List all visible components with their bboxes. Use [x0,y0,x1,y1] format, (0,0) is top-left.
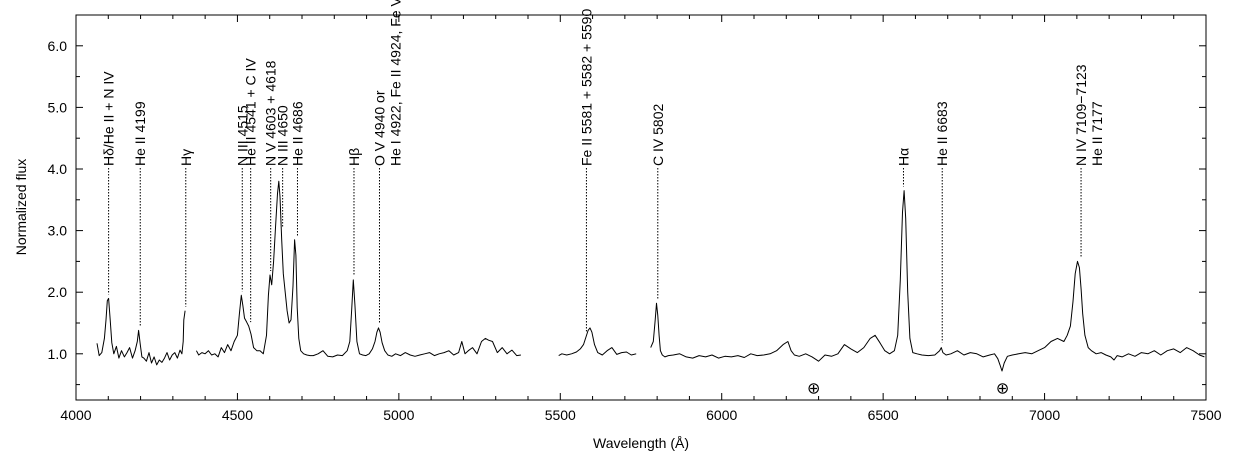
line-id-label: He I 4922, Fe II 4924, Fe VII 4940 [387,0,403,166]
x-tick-label: 6500 [868,407,899,423]
y-axis-title: Normalized flux [13,159,29,255]
line-id-label: Hβ [346,148,362,166]
spectrum-segment [650,190,1205,372]
axis-ticks [75,14,1207,400]
y-tick-label: 5.0 [48,99,68,115]
y-tick-label: 3.0 [48,223,68,239]
y-tick-label: 4.0 [48,161,68,177]
telluric-markers: ⊕ ⊕ [807,381,1009,398]
line-id-label: He II 4541 + C IV [243,58,259,166]
telluric-marker: ⊕ [996,381,1009,398]
x-tick-label: 6000 [706,407,737,423]
x-tick-label: 5000 [383,407,414,423]
plot-frame [75,14,1207,401]
spectrum-segment [558,327,637,357]
y-tick-label: 2.0 [48,284,68,300]
spectrum-segment [195,180,521,358]
spectrum-lines [96,180,1205,372]
line-id-label: N V 4603 + 4618 [263,60,279,166]
line-id-label: N IV 7109−7123 [1073,64,1089,166]
line-id-label: He II 4686 [289,101,305,166]
x-tick-label: 4500 [222,407,253,423]
line-id-label: Hδ/He II + N IV [101,71,117,166]
line-id-label: N III 4515 [234,105,250,166]
x-axis-title: Wavelength (Å) [593,435,689,451]
line-id-label: Hγ [178,149,194,166]
line-id-label: He II 4199 [132,101,148,166]
line-id-label: N III 4650 [275,105,291,166]
y-tick-label: 1.0 [48,346,68,362]
x-tick-label: 4000 [60,407,91,423]
line-id-label: C IV 5802 [650,104,666,166]
line-id-label: Fe II 5581 + 5582 + 5590 [578,9,594,166]
line-id-label: He II 7177 [1089,101,1105,166]
line-id-markers [108,168,1082,343]
telluric-marker: ⊕ [807,381,820,398]
axis-tick-labels: 4000 4500 5000 5500 6000 6500 7000 7500 1.0 2.0 3.… [48,38,1222,423]
spectrum-segment [96,297,186,366]
x-tick-label: 7000 [1029,407,1060,423]
line-id-label: Hα [895,148,911,166]
y-tick-label: 6.0 [48,38,68,54]
line-id-label: O V 4940 or [371,90,387,166]
x-tick-label: 7500 [1190,407,1221,423]
x-tick-label: 5500 [545,407,576,423]
line-id-labels: Hδ/He II + N IV He II 4199 Hγ N III 4515He … [101,0,1105,166]
line-id-label: He II 6683 [934,101,950,166]
